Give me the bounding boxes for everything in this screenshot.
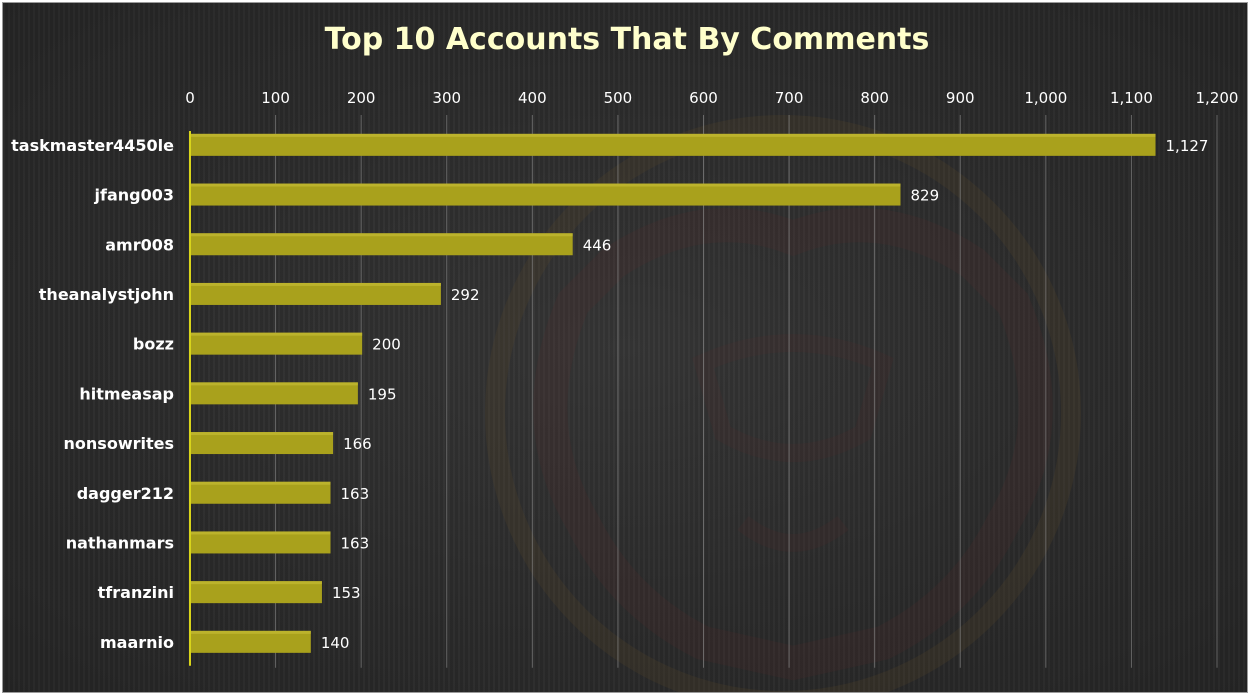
bar-highlight <box>191 531 331 535</box>
bar-highlight <box>191 183 901 187</box>
x-tick-label: 900 <box>946 89 975 107</box>
bar <box>191 481 331 504</box>
x-tick-label: 800 <box>860 89 889 107</box>
data-label: 446 <box>583 236 612 254</box>
bar <box>191 133 1156 156</box>
chart-title: Top 10 Accounts That By Comments <box>325 22 930 57</box>
category-label: maarnio <box>100 633 174 652</box>
bar-highlight <box>191 630 311 634</box>
category-label: dagger212 <box>77 484 174 503</box>
bar <box>191 630 311 653</box>
gridlines <box>275 115 1218 668</box>
category-label: amr008 <box>105 235 174 254</box>
data-label: 153 <box>332 584 361 602</box>
bar-highlight <box>191 233 573 237</box>
bar-highlight <box>191 432 334 436</box>
x-tick-label: 0 <box>185 89 195 107</box>
data-label: 292 <box>451 286 480 304</box>
category-label: nathanmars <box>66 533 174 552</box>
bars <box>191 133 1156 653</box>
bar-chart: 0 100 200 300 400 500 600 700 800 900 1,000 1,100 1,… <box>11 22 1238 692</box>
data-label: 166 <box>343 435 372 453</box>
x-tick-label: 1,100 <box>1110 89 1153 107</box>
bar <box>191 531 331 554</box>
x-tick-label: 200 <box>347 89 376 107</box>
data-label: 140 <box>321 634 350 652</box>
bar-highlight <box>191 481 331 485</box>
watermark-ring <box>485 115 1081 692</box>
bar <box>191 382 358 405</box>
lion-logo-watermark <box>485 115 1081 692</box>
x-tick-label: 1,000 <box>1024 89 1067 107</box>
data-label: 1,127 <box>1166 137 1209 155</box>
bar <box>191 432 334 455</box>
bar-highlight <box>191 332 363 336</box>
data-label: 163 <box>341 485 370 503</box>
category-label: theanalystjohn <box>39 285 174 304</box>
bar-highlight <box>191 133 1156 137</box>
x-tick-label: 1,200 <box>1196 89 1239 107</box>
bar <box>191 233 573 256</box>
bar <box>191 581 322 604</box>
category-label: bozz <box>133 335 174 354</box>
bar <box>191 183 901 206</box>
x-tick-label: 400 <box>518 89 547 107</box>
x-tick-label: 700 <box>775 89 804 107</box>
category-label: taskmaster4450le <box>11 136 174 155</box>
x-tick-label: 500 <box>604 89 633 107</box>
bar-highlight <box>191 382 358 386</box>
category-label: hitmeasap <box>79 384 174 403</box>
x-tick-label: 300 <box>432 89 461 107</box>
category-labels: taskmaster4450le jfang003 amr008 theanalyst… <box>11 136 174 652</box>
data-label: 163 <box>341 534 370 552</box>
x-axis-tick-labels: 0 100 200 300 400 500 600 700 800 900 1,000 1,100 1,… <box>185 89 1238 107</box>
bar-highlight <box>191 282 441 286</box>
x-tick-label: 600 <box>689 89 718 107</box>
data-labels: 1,127 829 446 292 200 195 166 163 163 153 140 <box>321 137 1209 652</box>
bar-highlight <box>191 581 322 585</box>
category-label: nonsowrites <box>64 434 174 453</box>
bar <box>191 282 441 305</box>
data-label: 829 <box>910 187 939 205</box>
data-label: 195 <box>368 385 397 403</box>
bar <box>191 332 363 355</box>
category-label: jfang003 <box>94 186 174 205</box>
data-label: 200 <box>372 336 401 354</box>
watermark-lion-face <box>692 334 894 552</box>
watermark-lion-icon <box>533 208 1053 681</box>
x-tick-label: 100 <box>261 89 290 107</box>
category-label: tfranzini <box>98 583 174 602</box>
